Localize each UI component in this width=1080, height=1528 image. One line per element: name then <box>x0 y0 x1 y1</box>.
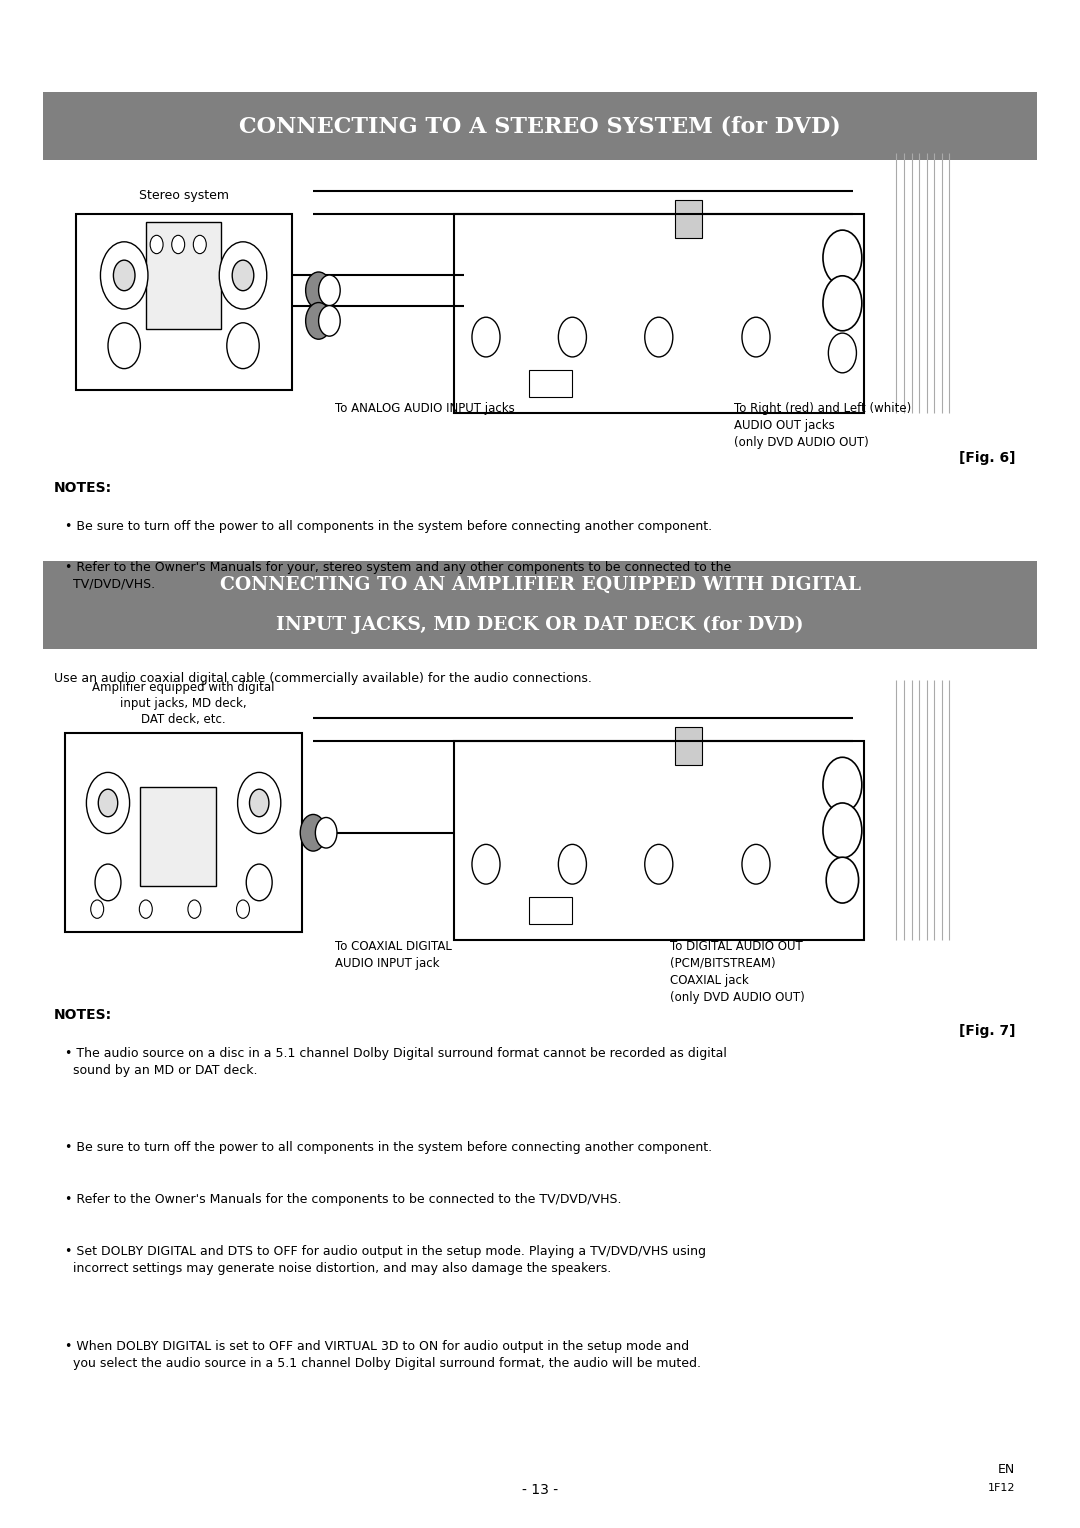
Circle shape <box>172 235 185 254</box>
Text: EN: EN <box>998 1464 1015 1476</box>
Circle shape <box>91 900 104 918</box>
Circle shape <box>237 900 249 918</box>
Circle shape <box>98 788 118 816</box>
Circle shape <box>472 845 500 885</box>
Text: • Refer to the Owner's Manuals for the components to be connected to the TV/DVD/: • Refer to the Owner's Manuals for the c… <box>65 1193 621 1207</box>
Circle shape <box>246 865 272 902</box>
Text: To Right (red) and Left (white)
AUDIO OUT jacks
(only DVD AUDIO OUT): To Right (red) and Left (white) AUDIO OU… <box>734 402 912 449</box>
Circle shape <box>113 260 135 290</box>
Text: Amplifier equipped with digital
input jacks, MD deck,
DAT deck, etc.: Amplifier equipped with digital input ja… <box>93 681 274 726</box>
Bar <box>43 92 1037 160</box>
Bar <box>65 733 302 932</box>
Circle shape <box>188 900 201 918</box>
Text: [Fig. 7]: [Fig. 7] <box>959 1024 1015 1038</box>
Text: [Fig. 6]: [Fig. 6] <box>959 451 1015 465</box>
Bar <box>454 741 864 940</box>
Circle shape <box>219 241 267 309</box>
Circle shape <box>306 272 332 309</box>
Circle shape <box>823 277 862 332</box>
Circle shape <box>823 231 862 286</box>
Circle shape <box>472 318 500 358</box>
Circle shape <box>742 318 770 358</box>
Text: To ANALOG AUDIO INPUT jacks: To ANALOG AUDIO INPUT jacks <box>335 402 514 416</box>
Circle shape <box>95 865 121 902</box>
Text: NOTES:: NOTES: <box>54 481 112 495</box>
Text: To DIGITAL AUDIO OUT
(PCM/BITSTREAM)
COAXIAL jack
(only DVD AUDIO OUT): To DIGITAL AUDIO OUT (PCM/BITSTREAM) COA… <box>670 940 805 1004</box>
Circle shape <box>315 817 337 848</box>
Text: Use an audio coaxial digital cable (commercially available) for the audio connec: Use an audio coaxial digital cable (comm… <box>54 672 592 686</box>
Circle shape <box>227 322 259 368</box>
Text: - 13 -: - 13 - <box>522 1482 558 1497</box>
Bar <box>675 200 702 238</box>
Circle shape <box>306 303 332 339</box>
Bar <box>454 214 864 413</box>
Circle shape <box>558 845 586 885</box>
Bar <box>140 787 216 886</box>
Circle shape <box>319 306 340 336</box>
Circle shape <box>319 275 340 306</box>
Circle shape <box>100 241 148 309</box>
Circle shape <box>558 318 586 358</box>
Text: 1F12: 1F12 <box>988 1484 1015 1493</box>
Bar <box>43 561 1037 649</box>
Circle shape <box>645 845 673 885</box>
Text: NOTES:: NOTES: <box>54 1008 112 1022</box>
Circle shape <box>645 318 673 358</box>
Circle shape <box>150 235 163 254</box>
Text: To COAXIAL DIGITAL
AUDIO INPUT jack: To COAXIAL DIGITAL AUDIO INPUT jack <box>335 940 451 970</box>
Circle shape <box>108 322 140 368</box>
Circle shape <box>249 788 269 816</box>
Text: CONNECTING TO AN AMPLIFIER EQUIPPED WITH DIGITAL: CONNECTING TO AN AMPLIFIER EQUIPPED WITH… <box>219 576 861 594</box>
Text: Stereo system: Stereo system <box>138 188 229 202</box>
Bar <box>146 222 221 329</box>
Circle shape <box>232 260 254 290</box>
Text: CONNECTING TO A STEREO SYSTEM (for DVD): CONNECTING TO A STEREO SYSTEM (for DVD) <box>239 115 841 138</box>
Text: • Refer to the Owner's Manuals for your, stereo system and any other components : • Refer to the Owner's Manuals for your,… <box>65 561 731 591</box>
Circle shape <box>193 235 206 254</box>
Bar <box>529 897 572 924</box>
Circle shape <box>828 333 856 373</box>
Circle shape <box>86 773 130 834</box>
Circle shape <box>823 804 862 859</box>
Text: • Be sure to turn off the power to all components in the system before connectin: • Be sure to turn off the power to all c… <box>65 1141 712 1155</box>
Text: • The audio source on a disc in a 5.1 channel Dolby Digital surround format cann: • The audio source on a disc in a 5.1 ch… <box>65 1047 727 1077</box>
Circle shape <box>300 814 326 851</box>
Circle shape <box>238 773 281 834</box>
Circle shape <box>823 758 862 813</box>
Text: • Set DOLBY DIGITAL and DTS to OFF for audio output in the setup mode. Playing a: • Set DOLBY DIGITAL and DTS to OFF for a… <box>65 1245 706 1276</box>
Text: • When DOLBY DIGITAL is set to OFF and VIRTUAL 3D to ON for audio output in the : • When DOLBY DIGITAL is set to OFF and V… <box>65 1340 701 1371</box>
Bar <box>529 370 572 397</box>
Text: • Be sure to turn off the power to all components in the system before connectin: • Be sure to turn off the power to all c… <box>65 520 712 533</box>
Bar <box>675 727 702 766</box>
Circle shape <box>826 857 859 903</box>
Circle shape <box>742 845 770 885</box>
Text: INPUT JACKS, MD DECK OR DAT DECK (for DVD): INPUT JACKS, MD DECK OR DAT DECK (for DV… <box>276 616 804 634</box>
Bar <box>76 214 292 390</box>
Circle shape <box>139 900 152 918</box>
